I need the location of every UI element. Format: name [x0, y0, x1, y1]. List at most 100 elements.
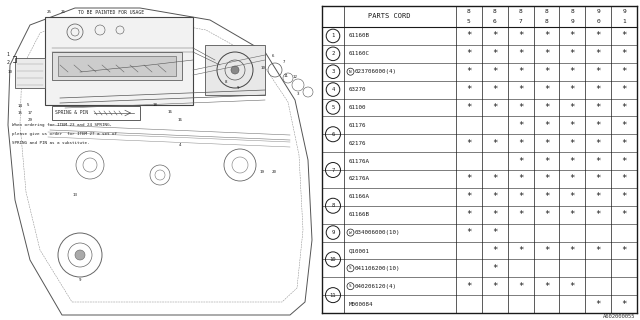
Text: *: *: [570, 31, 575, 40]
Text: 11: 11: [284, 74, 289, 78]
Text: 16: 16: [177, 118, 182, 122]
Text: *: *: [570, 139, 575, 148]
Text: *: *: [467, 49, 472, 58]
Text: *: *: [518, 31, 524, 40]
Text: 6: 6: [272, 54, 275, 58]
Text: *: *: [621, 67, 627, 76]
Text: *: *: [544, 282, 549, 291]
Text: 8: 8: [519, 9, 522, 14]
Text: *: *: [492, 264, 497, 273]
Text: *: *: [596, 103, 601, 112]
Text: *: *: [518, 210, 524, 219]
Text: *: *: [570, 282, 575, 291]
Text: 9: 9: [237, 86, 239, 90]
Text: *: *: [570, 67, 575, 76]
Circle shape: [231, 66, 239, 74]
Text: *: *: [570, 103, 575, 112]
Bar: [58, 56, 176, 76]
Text: *: *: [544, 49, 549, 58]
Text: 8: 8: [225, 80, 227, 84]
Text: *: *: [544, 31, 549, 40]
Text: 63270: 63270: [349, 87, 367, 92]
Text: SPRING and PIN as a substitute.: SPRING and PIN as a substitute.: [12, 141, 90, 145]
Text: 8: 8: [332, 203, 335, 208]
Text: 10: 10: [330, 257, 336, 262]
Text: *: *: [596, 85, 601, 94]
Text: *: *: [621, 121, 627, 130]
Text: *: *: [492, 210, 497, 219]
Text: please give us order  for ITEM 27 a set of: please give us order for ITEM 27 a set o…: [12, 132, 117, 136]
Bar: [52, 52, 182, 80]
Text: *: *: [621, 31, 627, 40]
Text: *: *: [621, 300, 627, 308]
Text: 13: 13: [72, 193, 77, 197]
Text: *: *: [596, 67, 601, 76]
Text: *: *: [596, 49, 601, 58]
Text: 10: 10: [260, 66, 266, 70]
Text: 14: 14: [17, 104, 22, 108]
Bar: [45, 17, 193, 105]
Text: When ordering for ITEM 23 and 24 SPRING,: When ordering for ITEM 23 and 24 SPRING,: [12, 123, 112, 127]
Text: *: *: [570, 174, 575, 183]
Text: *: *: [544, 103, 549, 112]
Text: N: N: [349, 70, 352, 74]
Bar: [52, 106, 140, 120]
Text: *: *: [492, 67, 497, 76]
Text: *: *: [518, 67, 524, 76]
Text: *: *: [518, 49, 524, 58]
Text: *: *: [544, 246, 549, 255]
Text: 61166A: 61166A: [349, 194, 370, 199]
Bar: [15, 58, 45, 88]
Text: *: *: [544, 156, 549, 165]
Text: 023706000(4): 023706000(4): [355, 69, 397, 74]
Text: 5: 5: [332, 105, 335, 110]
Text: 62176: 62176: [349, 141, 367, 146]
Text: 26: 26: [61, 10, 65, 14]
Text: 3: 3: [332, 69, 335, 74]
Text: *: *: [544, 85, 549, 94]
Text: 8: 8: [467, 9, 471, 14]
Text: 034006000(10): 034006000(10): [355, 230, 401, 235]
Text: *: *: [518, 246, 524, 255]
Text: *: *: [467, 282, 472, 291]
Text: 040206120(4): 040206120(4): [355, 284, 397, 289]
Text: *: *: [518, 156, 524, 165]
Text: 6: 6: [493, 19, 497, 24]
Text: *: *: [621, 103, 627, 112]
Text: 29: 29: [28, 118, 33, 122]
Text: *: *: [518, 192, 524, 201]
Text: *: *: [544, 192, 549, 201]
Text: TO BE PAINTED FOR USAGE: TO BE PAINTED FOR USAGE: [78, 10, 144, 14]
Text: 1: 1: [6, 52, 10, 58]
Text: 8: 8: [570, 9, 574, 14]
Text: 25: 25: [47, 10, 51, 14]
Text: *: *: [544, 121, 549, 130]
Text: 17: 17: [28, 111, 33, 115]
Text: *: *: [518, 103, 524, 112]
Text: 041106200(10): 041106200(10): [355, 266, 401, 271]
Text: *: *: [570, 49, 575, 58]
Text: *: *: [570, 210, 575, 219]
Text: *: *: [596, 31, 601, 40]
Text: 61166B: 61166B: [349, 212, 370, 217]
Text: 8: 8: [545, 19, 548, 24]
Text: *: *: [544, 139, 549, 148]
Bar: [205, 45, 265, 95]
Text: PARTS CORD: PARTS CORD: [368, 13, 410, 20]
Text: *: *: [467, 210, 472, 219]
Text: 61160B: 61160B: [349, 33, 370, 38]
Text: *: *: [492, 228, 497, 237]
Text: *: *: [467, 31, 472, 40]
Text: *: *: [570, 121, 575, 130]
Text: 7: 7: [332, 167, 335, 172]
Text: *: *: [518, 139, 524, 148]
Text: *: *: [492, 282, 497, 291]
Text: *: *: [492, 174, 497, 183]
Text: *: *: [518, 174, 524, 183]
Text: 61176: 61176: [349, 123, 367, 128]
Text: 61176A: 61176A: [349, 159, 370, 164]
Text: *: *: [467, 67, 472, 76]
Text: *: *: [518, 85, 524, 94]
Text: *: *: [621, 174, 627, 183]
Text: *: *: [596, 192, 601, 201]
